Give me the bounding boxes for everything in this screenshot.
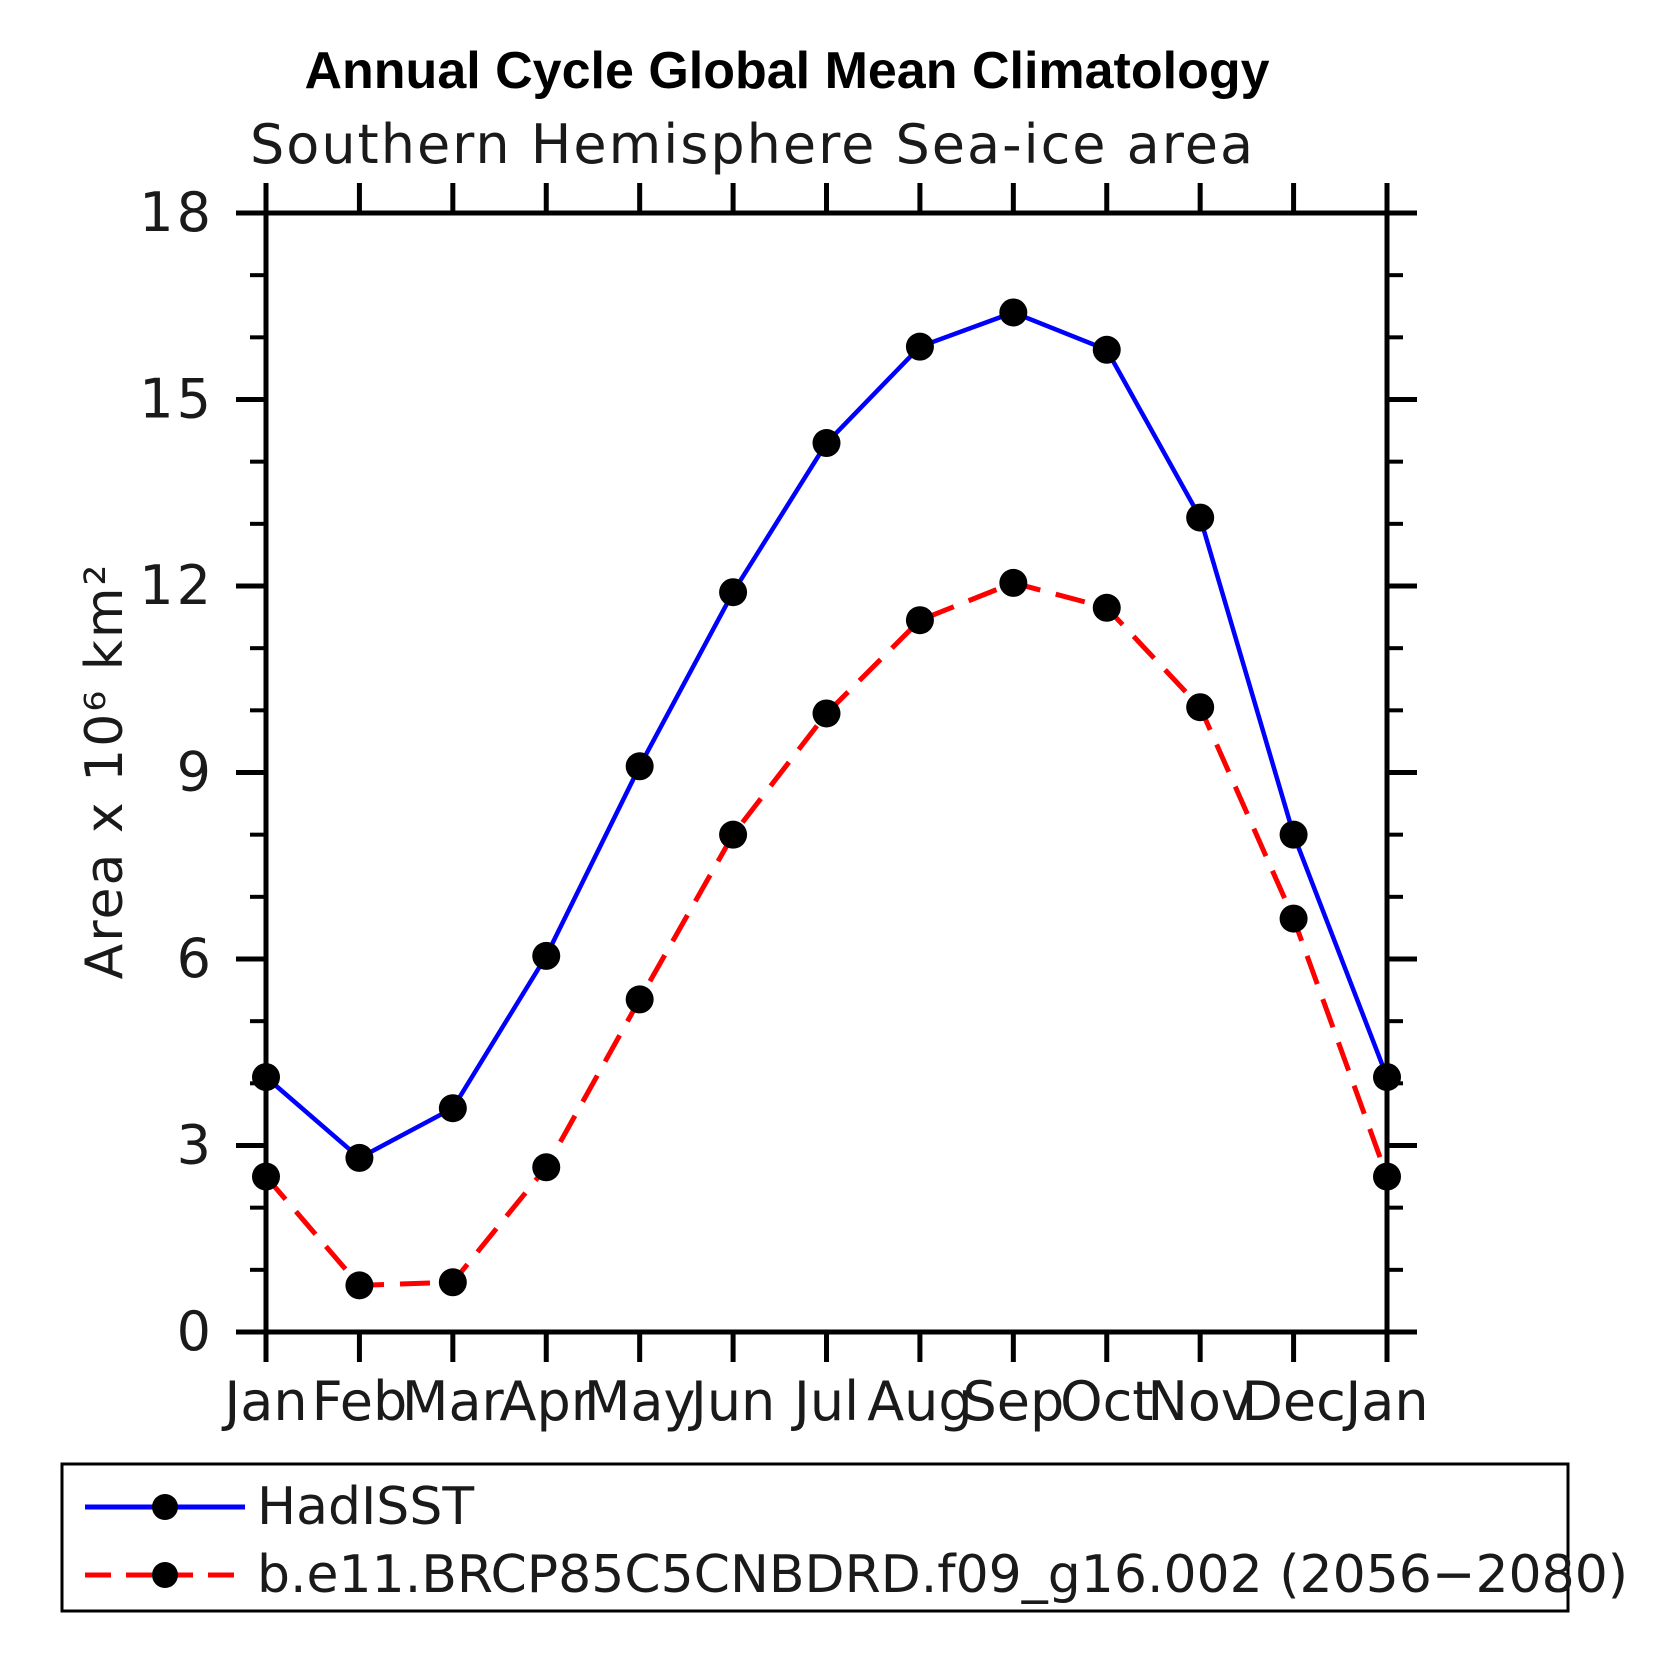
y-axis-tick-label: 12: [139, 554, 214, 617]
x-axis-tick-label: Jan: [221, 1370, 307, 1433]
data-point: [532, 1153, 561, 1182]
x-axis-tick-label: May: [584, 1370, 696, 1433]
data-point: [812, 429, 841, 458]
x-axis-tick-label: Jan: [1342, 1370, 1428, 1433]
x-axis-tick-label: Mar: [402, 1370, 505, 1433]
x-axis-tick-label: Feb: [312, 1370, 408, 1433]
chart-title: Annual Cycle Global Mean Climatology: [304, 42, 1269, 100]
data-point: [625, 752, 654, 781]
y-axis-title: Area x 10⁶ km²: [75, 563, 135, 980]
legend: HadISST b.e11.BRCP85C5CNBDRD.f09_g16.002 …: [60, 1462, 1628, 1613]
x-axis-tick-label: Jun: [688, 1370, 775, 1433]
data-point: [438, 1094, 467, 1123]
data-point: [1186, 503, 1215, 532]
data-point: [1186, 693, 1215, 722]
data-point: [532, 941, 561, 970]
y-axis-tick-label: 15: [139, 368, 214, 431]
y-axis-tick-label: 9: [177, 741, 214, 804]
data-point: [345, 1271, 374, 1300]
x-axis-tick-label: Aug: [867, 1370, 972, 1433]
chart-subtitle: Southern Hemisphere Sea-ice area: [250, 113, 1255, 176]
data-point: [252, 1162, 280, 1191]
x-axis-tick-label: Oct: [1060, 1370, 1153, 1433]
data-point: [905, 332, 934, 361]
x-axis-tick-label: Apr: [500, 1370, 594, 1433]
data-point: [1092, 593, 1121, 622]
data-point: [1373, 1063, 1401, 1092]
x-axis-tick-label: Nov: [1147, 1370, 1252, 1433]
data-point: [905, 606, 934, 635]
series-line-1: [264, 580, 1390, 1288]
legend-entry-marker: [152, 1494, 178, 1520]
legend-entry-marker: [152, 1562, 178, 1588]
data-point: [625, 985, 654, 1014]
data-point: [345, 1143, 374, 1172]
data-point: [719, 578, 748, 607]
y-axis-tick-label: 3: [177, 1114, 214, 1177]
y-axis-tick-label: 18: [139, 181, 214, 244]
data-point: [1092, 335, 1121, 364]
data-point: [999, 298, 1028, 327]
data-point: [438, 1268, 467, 1297]
x-axis-tick-label: Jul: [791, 1370, 859, 1433]
data-point: [1373, 1162, 1401, 1191]
x-axis-tick-label: Dec: [1241, 1370, 1346, 1433]
y-axis-tick-label: 0: [177, 1300, 214, 1363]
data-point: [1279, 904, 1308, 933]
data-point: [999, 568, 1028, 597]
data-point: [252, 1063, 280, 1092]
axis-frame: [263, 210, 1390, 1335]
data-point: [719, 820, 748, 849]
legend-box: [60, 1462, 1570, 1613]
legend-entry-label: HadISST: [257, 1477, 474, 1537]
y-axis-tick-label: 6: [177, 927, 214, 990]
legend-entry-label: b.e11.BRCP85C5CNBDRD.f09_g16.002 (2056−2…: [257, 1545, 1628, 1605]
x-axis-tick-label: Sep: [962, 1370, 1064, 1433]
data-point: [1279, 820, 1308, 849]
data-point: [812, 699, 841, 728]
